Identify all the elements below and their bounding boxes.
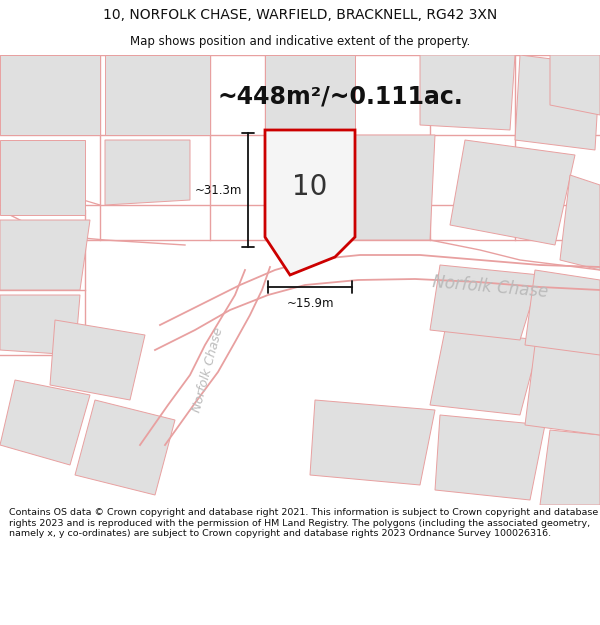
Text: Norfolk Chase: Norfolk Chase: [190, 326, 226, 414]
Polygon shape: [75, 400, 175, 495]
Polygon shape: [560, 175, 600, 270]
Polygon shape: [435, 415, 545, 500]
Polygon shape: [105, 55, 210, 135]
Polygon shape: [430, 330, 540, 415]
Polygon shape: [265, 135, 435, 240]
Polygon shape: [550, 55, 600, 115]
Text: ~31.3m: ~31.3m: [194, 184, 242, 196]
Text: 10: 10: [292, 173, 328, 201]
Polygon shape: [0, 380, 90, 465]
Polygon shape: [525, 270, 600, 355]
Text: ~448m²/~0.111ac.: ~448m²/~0.111ac.: [217, 85, 463, 109]
Text: ~15.9m: ~15.9m: [286, 297, 334, 310]
Polygon shape: [0, 55, 100, 135]
Polygon shape: [515, 55, 600, 150]
Polygon shape: [420, 55, 515, 130]
Text: 10, NORFOLK CHASE, WARFIELD, BRACKNELL, RG42 3XN: 10, NORFOLK CHASE, WARFIELD, BRACKNELL, …: [103, 8, 497, 22]
Polygon shape: [450, 140, 575, 245]
Text: Norfolk Chase: Norfolk Chase: [431, 273, 548, 301]
Text: Contains OS data © Crown copyright and database right 2021. This information is : Contains OS data © Crown copyright and d…: [9, 508, 598, 538]
Polygon shape: [525, 345, 600, 435]
Polygon shape: [0, 220, 90, 290]
Polygon shape: [0, 140, 85, 215]
Polygon shape: [105, 140, 190, 205]
Polygon shape: [310, 400, 435, 485]
Polygon shape: [265, 130, 355, 275]
Polygon shape: [265, 55, 355, 135]
Polygon shape: [0, 295, 80, 355]
Polygon shape: [540, 430, 600, 505]
Polygon shape: [50, 320, 145, 400]
Text: Map shows position and indicative extent of the property.: Map shows position and indicative extent…: [130, 35, 470, 48]
Polygon shape: [430, 265, 540, 340]
